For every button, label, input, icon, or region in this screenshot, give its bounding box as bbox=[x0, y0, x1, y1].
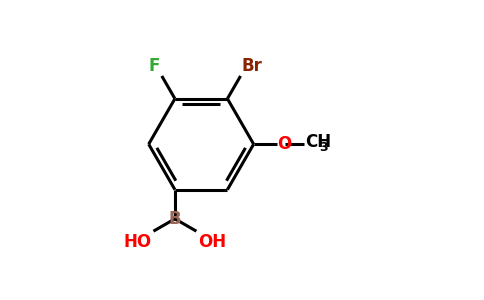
Text: F: F bbox=[149, 56, 160, 74]
Text: O: O bbox=[278, 135, 292, 153]
Text: OH: OH bbox=[198, 233, 226, 251]
Text: CH: CH bbox=[305, 133, 331, 151]
Text: 3: 3 bbox=[319, 141, 328, 154]
Text: Br: Br bbox=[242, 56, 263, 74]
Text: B: B bbox=[168, 210, 181, 228]
Text: HO: HO bbox=[124, 233, 152, 251]
